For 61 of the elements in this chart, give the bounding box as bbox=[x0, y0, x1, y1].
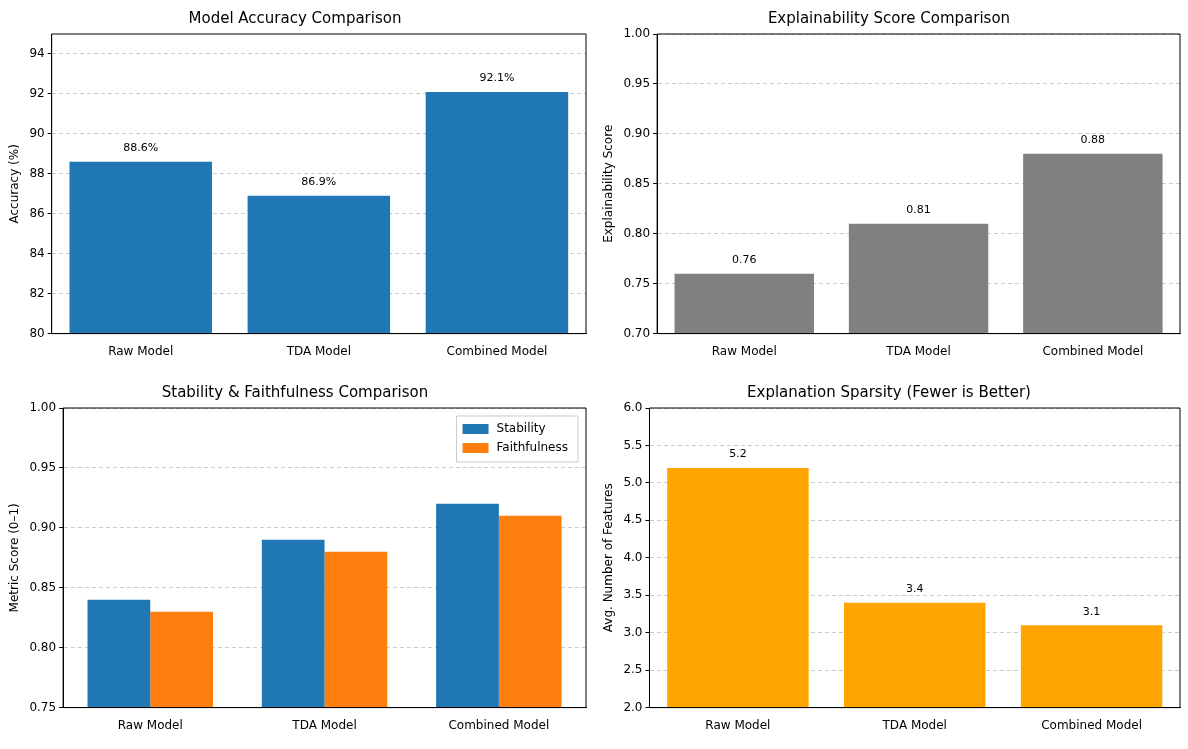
y-tick-label: 84 bbox=[29, 245, 45, 260]
x-tick-label: Raw Model bbox=[711, 343, 777, 358]
y-tick-label: 2.0 bbox=[623, 699, 643, 714]
y-tick-label: 5.0 bbox=[623, 475, 643, 490]
data-label: 3.1 bbox=[1082, 604, 1101, 618]
y-tick-label: 0.95 bbox=[29, 460, 57, 475]
x-tick-label: Combined Model bbox=[446, 343, 548, 358]
y-tick-label: 5.5 bbox=[623, 437, 643, 452]
y-tick-label: 6.0 bbox=[623, 400, 643, 415]
chart-title: Model Accuracy Comparison bbox=[188, 8, 402, 27]
y-tick-label: 2.5 bbox=[623, 662, 643, 677]
y-tick-label: 0.90 bbox=[29, 519, 57, 534]
y-tick-label: 3.0 bbox=[623, 624, 643, 639]
y-tick-label: 0.70 bbox=[623, 325, 651, 340]
x-tick-label: Raw Model bbox=[705, 717, 771, 732]
y-tick-label: 0.75 bbox=[29, 699, 57, 714]
y-tick-label: 4.5 bbox=[623, 512, 643, 527]
y-tick-label: 92 bbox=[29, 86, 45, 101]
data-label: 5.2 bbox=[729, 447, 747, 461]
x-tick-label: Combined Model bbox=[448, 717, 550, 732]
chart-title: Explainability Score Comparison bbox=[767, 8, 1011, 27]
y-tick-label: 0.80 bbox=[623, 225, 651, 240]
y-tick-label: 0.85 bbox=[623, 175, 651, 190]
legend-label: Stability bbox=[496, 421, 546, 436]
y-axis-title: Accuracy (%) bbox=[7, 144, 22, 224]
legend-label: Faithfulness bbox=[496, 440, 569, 455]
data-label: 0.76 bbox=[732, 253, 757, 267]
x-tick-label: Raw Model bbox=[117, 717, 183, 732]
data-label: 92.1% bbox=[479, 71, 515, 85]
chart-title: Stability & Faithfulness Comparison bbox=[161, 382, 429, 401]
y-tick-label: 94 bbox=[29, 46, 45, 61]
y-axis-title: Explainability Score bbox=[601, 124, 616, 243]
y-tick-label: 4.0 bbox=[623, 549, 643, 564]
y-tick-label: 3.5 bbox=[623, 587, 643, 602]
data-label: 86.9% bbox=[301, 175, 337, 189]
data-label: 0.81 bbox=[906, 203, 931, 217]
y-axis-title: Metric Score (0–1) bbox=[7, 503, 22, 613]
y-tick-label: 0.80 bbox=[29, 639, 57, 654]
y-tick-label: 0.75 bbox=[623, 275, 651, 290]
x-tick-label: Combined Model bbox=[1041, 717, 1142, 732]
x-tick-label: TDA Model bbox=[885, 343, 951, 358]
y-tick-label: 86 bbox=[29, 205, 45, 220]
y-tick-label: 0.90 bbox=[623, 125, 651, 140]
y-tick-label: 90 bbox=[29, 125, 45, 140]
y-tick-label: 0.95 bbox=[623, 76, 651, 91]
x-tick-label: Raw Model bbox=[108, 343, 174, 358]
chart-title: Explanation Sparsity (Fewer is Better) bbox=[747, 382, 1031, 401]
x-tick-label: Combined Model bbox=[1042, 343, 1144, 358]
y-tick-label: 1.00 bbox=[29, 400, 57, 415]
y-tick-label: 0.85 bbox=[29, 579, 57, 594]
x-tick-label: TDA Model bbox=[285, 343, 352, 358]
y-tick-label: 82 bbox=[29, 285, 45, 300]
x-tick-label: TDA Model bbox=[291, 717, 357, 732]
data-label: 0.88 bbox=[1080, 133, 1106, 147]
x-tick-label: TDA Model bbox=[881, 717, 947, 732]
data-label: 3.4 bbox=[905, 582, 924, 596]
data-label: 88.6% bbox=[123, 141, 159, 155]
y-tick-label: 1.00 bbox=[623, 26, 651, 41]
y-axis-title: Avg. Number of Features bbox=[601, 483, 616, 633]
y-tick-label: 80 bbox=[29, 325, 45, 340]
y-tick-label: 88 bbox=[29, 165, 45, 180]
